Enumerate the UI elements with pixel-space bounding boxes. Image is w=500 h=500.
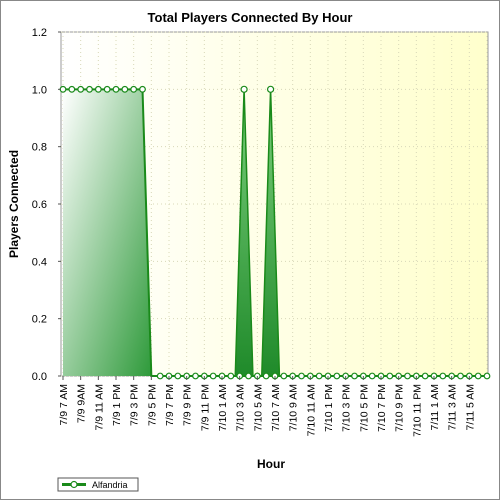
data-point-marker <box>121 85 129 93</box>
data-point-marker <box>262 372 270 380</box>
data-point-marker <box>474 372 482 380</box>
data-point-marker <box>404 372 411 380</box>
series-area-block <box>63 89 152 376</box>
peak-point-marker <box>266 85 275 93</box>
x-tick-label: 7/10 5 PM <box>358 384 370 432</box>
data-point-marker <box>457 372 464 380</box>
x-axis: 7/9 7 AM 7/9 9AM 7/9 11 AM 7/9 1 PM 7/9 3 PM… <box>58 376 476 437</box>
data-point-marker <box>192 372 199 380</box>
data-point-marker <box>77 85 85 93</box>
x-tick-label: 7/11 1 AM <box>429 384 441 431</box>
data-point-marker <box>112 85 120 93</box>
x-tick-label: 7/10 7 AM <box>270 384 282 431</box>
x-tick-label: 7/10 1 AM <box>217 384 229 431</box>
x-tick-label: 7/10 5 AM <box>252 384 264 431</box>
data-point-marker <box>439 372 447 380</box>
x-tick-label: 7/9 5 PM <box>146 384 158 426</box>
x-tick-label: 7/11 5 AM <box>464 384 476 431</box>
y-tick-label: 0.0 <box>32 371 47 383</box>
data-point-marker <box>386 372 394 380</box>
y-tick-label: 1.0 <box>32 84 47 96</box>
x-tick-label: 7/10 11 AM <box>305 384 317 436</box>
data-point-marker <box>351 372 358 380</box>
data-point-marker <box>86 85 93 93</box>
chart-title: Total Players Connected By Hour <box>148 10 353 25</box>
x-tick-label: 7/9 7 PM <box>164 384 176 426</box>
data-point-marker <box>174 372 182 380</box>
data-point-marker <box>368 372 376 380</box>
data-point-marker <box>227 372 235 380</box>
x-tick-label: 7/9 7 AM <box>58 384 70 425</box>
x-tick-label: 7/10 3 AM <box>235 384 247 431</box>
x-tick-label: 7/9 1 PM <box>111 384 123 426</box>
y-axis-label: Players Connected <box>7 150 21 258</box>
y-tick-label: 0.8 <box>32 142 47 154</box>
data-point-marker <box>68 85 76 93</box>
peak-point-marker <box>240 85 248 93</box>
data-point-marker <box>130 85 138 93</box>
x-tick-label: 7/11 3 AM <box>447 384 459 431</box>
legend: Alfandria <box>57 477 139 492</box>
series-area <box>63 89 281 377</box>
data-point-marker <box>298 372 305 380</box>
y-tick-label: 0.6 <box>32 199 47 211</box>
x-tick-label: 7/10 1 PM <box>323 384 335 432</box>
x-tick-label: 7/10 9 AM <box>288 384 300 431</box>
data-point-marker <box>139 85 146 93</box>
legend-marker-icon <box>70 480 78 489</box>
legend-box <box>57 477 139 492</box>
data-point-marker <box>280 372 288 380</box>
y-tick-label: 1.2 <box>32 27 47 39</box>
y-tick-label: 0.4 <box>32 256 47 268</box>
data-point-marker <box>315 372 323 380</box>
data-point-marker <box>59 85 67 93</box>
data-point-marker <box>156 372 164 380</box>
data-point-marker <box>94 85 102 93</box>
x-tick-label: 7/9 9 PM <box>182 384 194 426</box>
x-tick-label: 7/10 11 PM <box>411 384 423 437</box>
data-point-marker <box>245 372 252 380</box>
x-tick-label: 7/9 3 PM <box>129 384 141 426</box>
data-point-marker <box>483 372 491 380</box>
x-axis-label: Hour <box>257 457 285 471</box>
y-axis: 0.0 0.2 0.4 0.6 0.8 1.0 1.2 <box>32 27 61 383</box>
y-tick-label: 0.2 <box>32 314 47 326</box>
data-point-marker <box>209 372 217 380</box>
x-tick-label: 7/9 9AM <box>76 384 88 423</box>
data-point-marker <box>421 372 429 380</box>
x-tick-label: 7/10 3 PM <box>341 384 353 432</box>
data-point-marker <box>103 85 111 93</box>
data-point-marker <box>333 372 341 380</box>
x-tick-label: 7/9 11 PM <box>199 384 211 431</box>
legend-label: Alfandria <box>92 480 128 490</box>
x-tick-label: 7/10 7 PM <box>376 384 388 432</box>
x-tick-label: 7/9 11 AM <box>93 384 105 431</box>
x-tick-label: 7/10 9 PM <box>394 384 406 432</box>
